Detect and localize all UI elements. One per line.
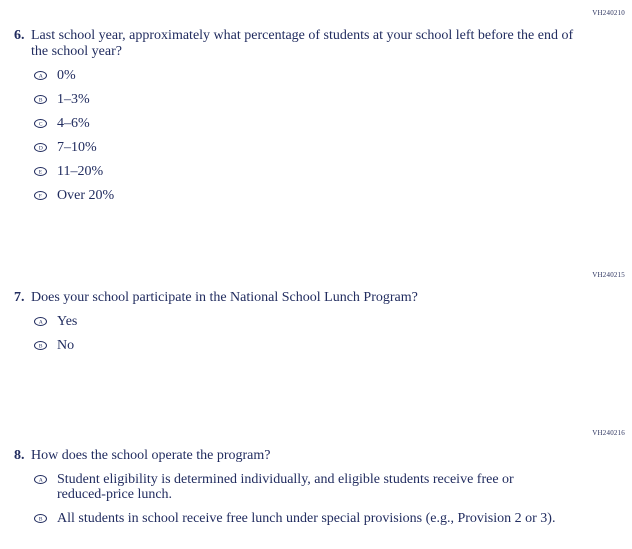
question-text: Last school year, approximately what per…: [31, 28, 574, 59]
question-row: 8. How does the school operate the progr…: [14, 448, 625, 464]
question-number: 6.: [14, 28, 25, 43]
option-label: 0%: [57, 68, 76, 83]
answer-bubble-e[interactable]: E: [34, 167, 47, 176]
options-list: A Yes B No: [34, 314, 625, 353]
bubble-letter: B: [38, 515, 43, 522]
question-block-8: VH240216 8. How does the school operate …: [14, 429, 625, 535]
option-label: 11–20%: [57, 164, 104, 179]
answer-bubble-b[interactable]: B: [34, 95, 47, 104]
option-label: Over 20%: [57, 188, 115, 203]
question-code: VH240210: [592, 9, 625, 17]
bubble-letter: B: [38, 96, 43, 103]
question-number: 8.: [14, 448, 25, 463]
option-row: B 1–3%: [34, 92, 625, 107]
option-row: B No: [34, 338, 625, 353]
answer-bubble-b[interactable]: B: [34, 341, 47, 350]
answer-bubble-b[interactable]: B: [34, 514, 47, 523]
options-list: A 0% B 1–3% C 4–6% D 7–10% E 11–20% F Ov…: [34, 68, 625, 203]
bubble-letter: A: [38, 72, 43, 79]
answer-bubble-a[interactable]: A: [34, 317, 47, 326]
question-row: 6. Last school year, approximately what …: [14, 28, 625, 60]
option-label: 1–3%: [57, 92, 90, 107]
option-row: B All students in school receive free lu…: [34, 511, 625, 526]
options-list: A Student eligibility is determined indi…: [34, 472, 625, 526]
question-number: 7.: [14, 290, 25, 305]
question-block-7: VH240215 7. Does your school participate…: [14, 271, 625, 362]
bubble-letter: C: [38, 120, 43, 127]
option-label: All students in school receive free lunc…: [57, 511, 556, 526]
question-block-6: VH240210 6. Last school year, approximat…: [14, 9, 625, 212]
bubble-letter: B: [38, 342, 43, 349]
option-row: F Over 20%: [34, 188, 625, 203]
option-label: No: [57, 338, 75, 353]
option-label: 4–6%: [57, 116, 90, 131]
answer-bubble-a[interactable]: A: [34, 475, 47, 484]
option-row: C 4–6%: [34, 116, 625, 131]
question-code: VH240216: [592, 429, 625, 437]
option-row: A 0%: [34, 68, 625, 83]
option-row: D 7–10%: [34, 140, 625, 155]
answer-bubble-d[interactable]: D: [34, 143, 47, 152]
option-label: Yes: [57, 314, 78, 329]
option-row: E 11–20%: [34, 164, 625, 179]
bubble-letter: A: [38, 318, 43, 325]
option-label: 7–10%: [57, 140, 97, 155]
question-text: How does the school operate the program?: [31, 448, 271, 463]
question-text: Does your school participate in the Nati…: [31, 290, 418, 305]
bubble-letter: F: [38, 192, 43, 199]
option-row: A Student eligibility is determined indi…: [34, 472, 625, 502]
question-code: VH240215: [592, 271, 625, 279]
bubble-letter: D: [38, 144, 43, 151]
option-label: Student eligibility is determined indivi…: [57, 472, 514, 502]
question-row: 7. Does your school participate in the N…: [14, 290, 625, 306]
option-row: A Yes: [34, 314, 625, 329]
bubble-letter: A: [38, 476, 43, 483]
answer-bubble-f[interactable]: F: [34, 191, 47, 200]
answer-bubble-c[interactable]: C: [34, 119, 47, 128]
bubble-letter: E: [38, 168, 43, 175]
answer-bubble-a[interactable]: A: [34, 71, 47, 80]
